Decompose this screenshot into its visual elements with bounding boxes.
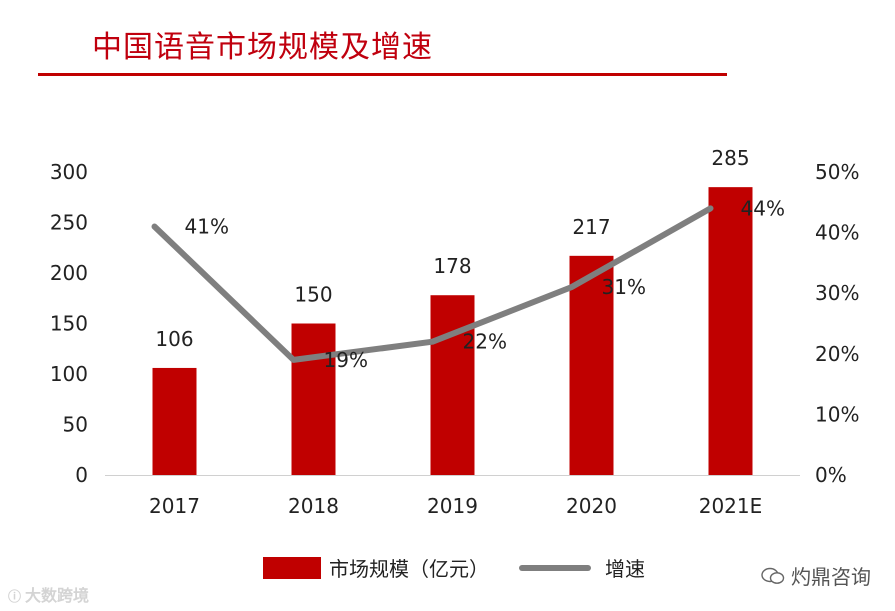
x-axis-tick-label: 2020 <box>566 494 617 518</box>
right-axis-tick-label: 50% <box>815 160 859 184</box>
chart-title: 中国语音市场规模及增速 <box>92 30 433 65</box>
growth-line-point <box>570 286 573 289</box>
ico-logo-icon: ⓘ <box>8 590 22 605</box>
line-data-label: 44% <box>741 196 785 220</box>
bar-data-label: 178 <box>433 254 471 278</box>
left-axis-tick-label: 50 <box>63 413 88 437</box>
right-axis-tick-label: 40% <box>815 221 859 245</box>
line-data-label: 31% <box>602 275 646 299</box>
legend-bar-label: 市场规模（亿元） <box>329 557 489 581</box>
x-axis-tick-label: 2019 <box>427 494 478 518</box>
watermark-right-text: 灼鼎咨询 <box>791 565 871 589</box>
bar-data-label: 285 <box>711 146 749 170</box>
watermark-right: 灼鼎咨询 <box>761 561 871 590</box>
legend-line-label: 增速 <box>605 557 645 581</box>
watermark-left-text: 大数跨境 <box>25 586 90 605</box>
bar <box>708 187 753 475</box>
x-axis-tick-label: 2021E <box>699 494 763 518</box>
left-axis-tick-label: 150 <box>50 312 88 336</box>
x-axis-tick-label: 2018 <box>288 494 339 518</box>
legend-line-swatch <box>519 564 591 571</box>
left-axis-tick-label: 250 <box>50 211 88 235</box>
growth-line-point <box>153 225 156 228</box>
legend-bar-swatch <box>263 556 321 579</box>
chart-area: 0 50 100 150 200 250 300 0% 10% 20% 30% 40% 50% 2017 2… <box>50 146 860 518</box>
bar-data-label: 217 <box>572 215 610 239</box>
bar-data-label: 106 <box>155 327 193 351</box>
title-underline <box>38 73 727 76</box>
bar <box>152 367 197 475</box>
left-axis-tick-label: 300 <box>50 160 88 184</box>
legend: 市场规模（亿元） 增速 <box>263 553 645 582</box>
wechat-icon <box>761 567 785 584</box>
right-axis-tick-label: 30% <box>815 281 859 305</box>
left-axis-tick-label: 0 <box>75 463 88 487</box>
bar <box>291 323 336 475</box>
right-axis-tick-label: 20% <box>815 342 859 366</box>
line-data-label: 41% <box>185 215 229 239</box>
line-data-label: 22% <box>463 330 507 354</box>
line-data-label: 19% <box>324 348 368 372</box>
x-axis-tick-label: 2017 <box>149 494 200 518</box>
right-axis-tick-label: 10% <box>815 402 859 426</box>
right-axis-tick-label: 0% <box>815 463 847 487</box>
growth-line-point <box>709 207 712 210</box>
bar-data-label: 150 <box>294 283 332 307</box>
left-axis-tick-label: 200 <box>50 261 88 285</box>
bar <box>569 255 614 475</box>
left-axis-tick-label: 100 <box>50 362 88 386</box>
bar <box>430 295 475 475</box>
growth-line-point <box>431 340 434 343</box>
growth-line-point <box>292 358 295 361</box>
watermark-left: ⓘ 大数跨境 <box>8 582 89 606</box>
